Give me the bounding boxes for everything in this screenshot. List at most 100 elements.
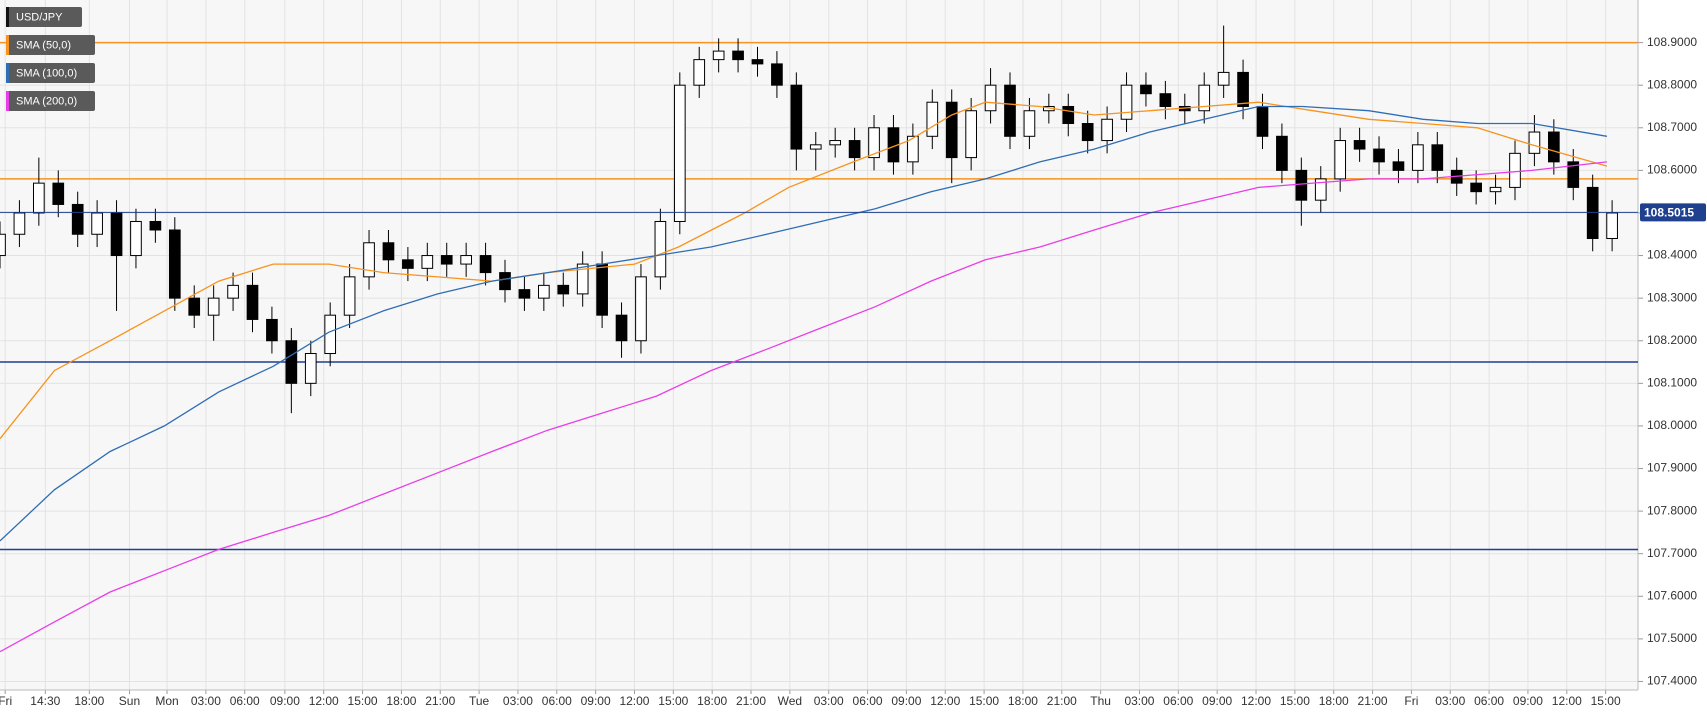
candle-body: [130, 220, 142, 257]
candle-body: [1547, 131, 1560, 163]
candle-body: [421, 255, 434, 269]
candle-body: [52, 182, 65, 205]
legend-label: USD/JPY: [16, 11, 63, 23]
x-tick-label: 09:00: [1202, 694, 1232, 708]
candle-body: [91, 212, 103, 235]
x-tick-label: 03:00: [191, 694, 221, 708]
candle-body: [1217, 71, 1230, 86]
candle-body: [207, 297, 220, 316]
candle-body: [188, 297, 201, 316]
candle-body: [1606, 212, 1618, 240]
candle-body: [518, 289, 531, 299]
candle-body: [479, 255, 492, 274]
x-tick-label: 15:00: [1591, 694, 1621, 708]
candle-body: [829, 140, 842, 146]
candle-body: [926, 101, 939, 137]
x-tick-label: 06:00: [853, 694, 883, 708]
candle-body: [343, 276, 356, 316]
candle-body: [382, 242, 395, 261]
y-tick-label: 108.7000: [1647, 120, 1697, 134]
candle-body: [1295, 169, 1308, 201]
legend-box: [6, 35, 95, 55]
legend-box: [6, 91, 95, 111]
candle-body: [596, 263, 608, 316]
candle-body: [1004, 84, 1016, 137]
y-tick-label: 108.4000: [1647, 248, 1697, 262]
x-tick-label: 18:00: [386, 694, 416, 708]
candle-body: [110, 212, 123, 257]
legend-swatch: [6, 35, 9, 55]
x-tick-label: 03:00: [814, 694, 844, 708]
candle-body: [1314, 178, 1327, 201]
y-tick-label: 107.7000: [1647, 546, 1697, 560]
candle-body: [1567, 161, 1580, 188]
candle-body: [848, 140, 861, 159]
y-tick-label: 107.8000: [1647, 503, 1697, 517]
candle-body: [1431, 144, 1444, 171]
x-tick-label: Mon: [155, 694, 178, 708]
x-tick-label: 03:00: [503, 694, 533, 708]
y-tick-label: 108.8000: [1647, 77, 1697, 91]
x-tick-label: 18:00: [1319, 694, 1349, 708]
candle-body: [1412, 144, 1424, 171]
x-tick-label: 03:00: [1124, 694, 1154, 708]
x-tick-label: Fri: [0, 694, 12, 708]
plot-area: [0, 0, 1638, 690]
candle-body: [576, 263, 589, 295]
candle-body: [557, 284, 570, 295]
candle-body: [1256, 105, 1269, 137]
candle-body: [33, 182, 45, 214]
x-tick-label: 06:00: [230, 694, 260, 708]
x-tick-label: 18:00: [1008, 694, 1038, 708]
candle-body: [460, 255, 472, 265]
candle-body: [654, 220, 667, 278]
candle-body: [712, 50, 725, 61]
candle-body: [771, 63, 783, 86]
candle-body: [402, 259, 414, 269]
x-tick-label: Tue: [469, 694, 490, 708]
legend-label: SMA (200,0): [16, 95, 77, 107]
candle-body: [1062, 105, 1075, 125]
y-tick-label: 108.0000: [1647, 418, 1697, 432]
candle-body: [304, 353, 317, 384]
candle-body: [1470, 182, 1482, 193]
x-tick-label: Sun: [119, 694, 140, 708]
last-price-label: 108.5015: [1644, 205, 1694, 219]
x-tick-label: 15:00: [348, 694, 378, 708]
candle-body: [71, 203, 84, 235]
x-tick-label: 15:00: [658, 694, 688, 708]
candle-body: [790, 84, 803, 150]
last-price-box: [1640, 203, 1706, 222]
candle-body: [1489, 186, 1502, 193]
x-tick-label: 21:00: [736, 694, 766, 708]
candle-body: [1140, 84, 1152, 95]
x-tick-label: 18:00: [74, 694, 104, 708]
candle-body: [168, 229, 181, 299]
candle-body: [1120, 84, 1133, 120]
legend-swatch: [6, 91, 9, 111]
legend-swatch: [6, 7, 9, 27]
x-tick-label: 06:00: [1474, 694, 1504, 708]
candle-body: [868, 127, 880, 159]
candle-body: [751, 59, 764, 65]
x-tick-label: Wed: [778, 694, 802, 708]
candle-body: [907, 135, 919, 163]
candle-body: [1353, 140, 1366, 150]
candle-body: [809, 144, 822, 150]
candle-body: [1198, 84, 1211, 112]
candle-body: [1509, 152, 1521, 188]
candle-body: [266, 318, 278, 342]
candle-body: [1081, 123, 1094, 142]
x-tick-label: 12:00: [1241, 694, 1271, 708]
y-tick-label: 107.9000: [1647, 461, 1697, 475]
candle-body: [1334, 140, 1347, 180]
candle-body: [499, 272, 511, 291]
x-tick-label: 12:00: [619, 694, 649, 708]
sma-line: [0, 161, 1607, 653]
candle-body: [538, 284, 550, 299]
x-tick-label: 09:00: [581, 694, 611, 708]
y-tick-label: 108.1000: [1647, 376, 1697, 390]
x-tick-label: 21:00: [1047, 694, 1077, 708]
